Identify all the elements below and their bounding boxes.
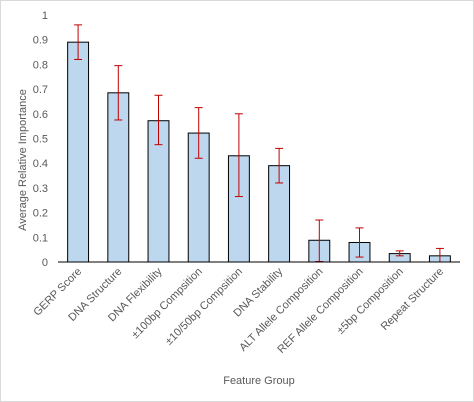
y-tick-label: 0.2 — [33, 208, 48, 220]
y-tick-label: 0.4 — [33, 158, 48, 170]
x-tick-label: ±10/50bp Compsition — [163, 266, 245, 348]
y-axis: 0 0.1 0.2 0.3 0.4 0.5 0.6 0.7 0.8 0.9 1 — [33, 10, 48, 269]
y-tick-label: 0 — [42, 257, 48, 269]
y-axis-title: Average Relative Importance — [17, 89, 29, 231]
bars-group — [68, 42, 451, 262]
x-axis-title: Feature Group — [223, 375, 295, 387]
y-tick-label: 0.6 — [33, 109, 48, 121]
y-tick-label: 0.8 — [33, 59, 48, 71]
bar — [68, 42, 89, 262]
y-tick-label: 0.9 — [33, 35, 48, 47]
y-tick-label: 1 — [42, 10, 48, 22]
x-tick-label: ±100bp Compsition — [129, 266, 204, 341]
y-tick-label: 0.3 — [33, 183, 48, 195]
error-bars-group — [74, 25, 444, 262]
y-tick-label: 0.5 — [33, 134, 48, 146]
y-tick-label: 0.1 — [33, 232, 48, 244]
y-tick-label: 0.7 — [33, 84, 48, 96]
